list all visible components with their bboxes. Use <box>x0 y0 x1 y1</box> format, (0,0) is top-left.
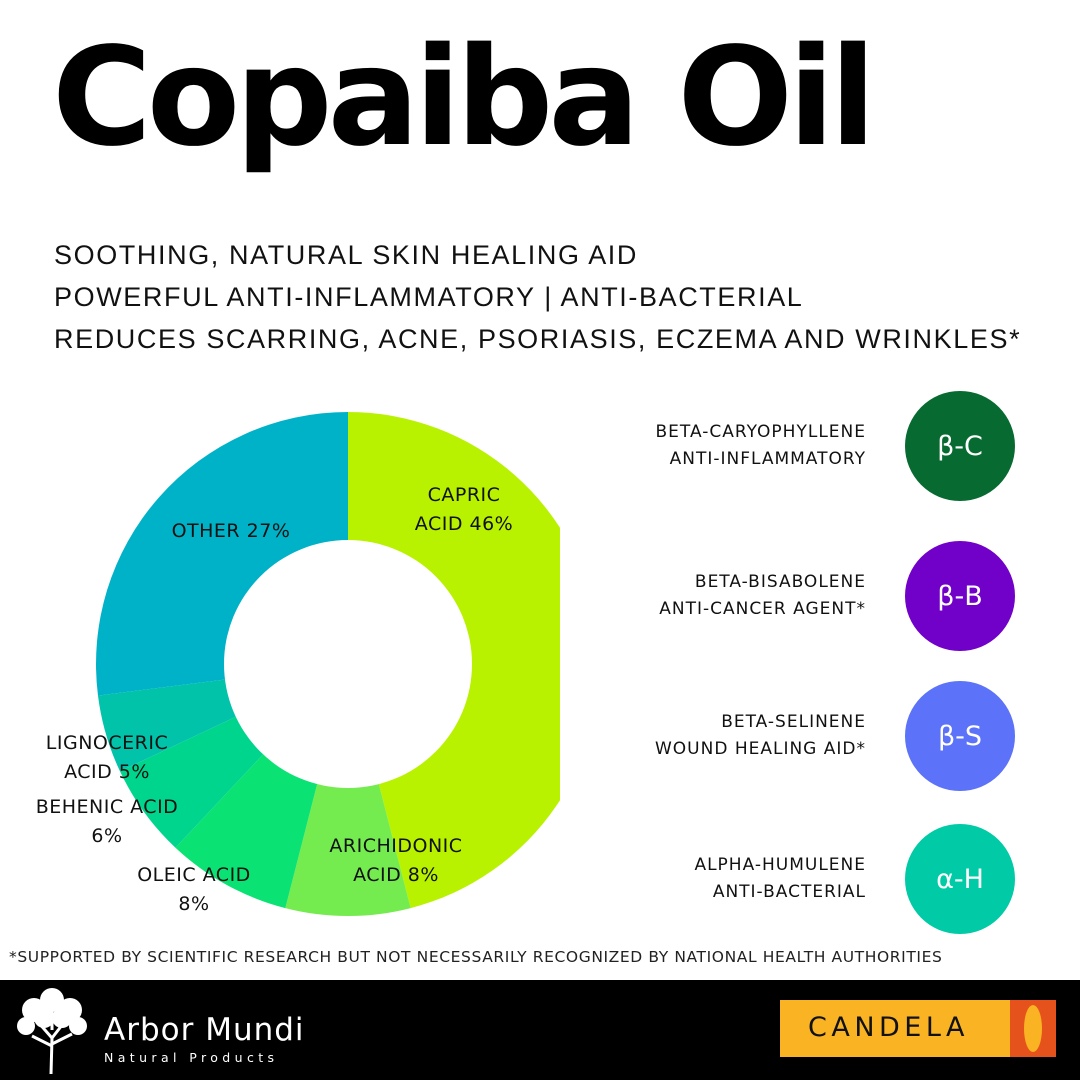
donut-chart: CAPRIC ACID 46% ARICHIDONIC ACID 8% OLEIC AC… <box>36 412 560 916</box>
benefit-line: REDUCES SCARRING, ACNE, PSORIASIS, ECZEM… <box>54 324 1022 354</box>
benefit-line: SOOTHING, NATURAL SKIN HEALING AID <box>54 240 638 270</box>
candela-mark <box>1010 1000 1056 1057</box>
compound-badge: β-B <box>905 541 1015 651</box>
compound-item: ALPHA-HUMULENE ANTI-BACTERIAL α-H <box>560 823 1080 935</box>
compound-name: ALPHA-HUMULENE <box>694 855 866 875</box>
compound-name: BETA-BISABOLENE <box>694 572 866 592</box>
compound-badge: β-S <box>905 681 1015 791</box>
compound-badge: β-C <box>905 391 1015 501</box>
candela-wordmark: CANDELA <box>808 1012 970 1043</box>
benefits-list: SOOTHING, NATURAL SKIN HEALING AID POWER… <box>54 234 1021 360</box>
brand-subtitle: Natural Products <box>104 1050 279 1065</box>
compound-badge: α-H <box>905 824 1015 934</box>
candela-logo: CANDELA <box>780 1000 1056 1057</box>
donut-slice <box>285 664 411 916</box>
compound-name: BETA-CARYOPHYLLENE <box>655 422 866 442</box>
page-title: Copaiba Oil <box>52 19 876 177</box>
compound-item: BETA-SELINENE WOUND HEALING AID* β-S <box>560 680 1080 792</box>
compound-property: ANTI-CANCER AGENT* <box>659 599 866 619</box>
slice-label: BEHENIC ACID 6% <box>36 796 179 847</box>
benefit-line: POWERFUL ANTI-INFLAMMATORY | ANTI-BACTER… <box>54 282 804 312</box>
slice-label: OTHER 27% <box>172 520 291 542</box>
slice-labels: CAPRIC ACID 46% ARICHIDONIC ACID 8% OLEIC AC… <box>36 484 513 915</box>
compound-property: ANTI-INFLAMMATORY <box>669 449 866 469</box>
footer-bar: Arbor Mundi Natural Products CANDELA <box>0 980 1080 1080</box>
donut-hole <box>224 540 472 788</box>
flame-icon <box>1024 1005 1042 1052</box>
brand-name: Arbor Mundi <box>104 1012 305 1048</box>
slice-label: CAPRIC ACID 46% <box>415 484 513 535</box>
compound-item: BETA-BISABOLENE ANTI-CANCER AGENT* β-B <box>560 540 1080 652</box>
slice-label: ARICHIDONIC ACID 8% <box>329 835 462 886</box>
slice-label: OLEIC ACID 8% <box>137 864 251 915</box>
compound-property: WOUND HEALING AID* <box>654 739 866 759</box>
footnote: *SUPPORTED BY SCIENTIFIC RESEARCH BUT NO… <box>9 948 943 966</box>
compound-item: BETA-CARYOPHYLLENE ANTI-INFLAMMATORY β-C <box>560 390 1080 502</box>
compound-property: ANTI-BACTERIAL <box>712 882 866 902</box>
slice-label: LIGNOCERIC ACID 5% <box>46 732 168 783</box>
tree-icon <box>17 988 87 1075</box>
compound-name: BETA-SELINENE <box>721 712 866 732</box>
